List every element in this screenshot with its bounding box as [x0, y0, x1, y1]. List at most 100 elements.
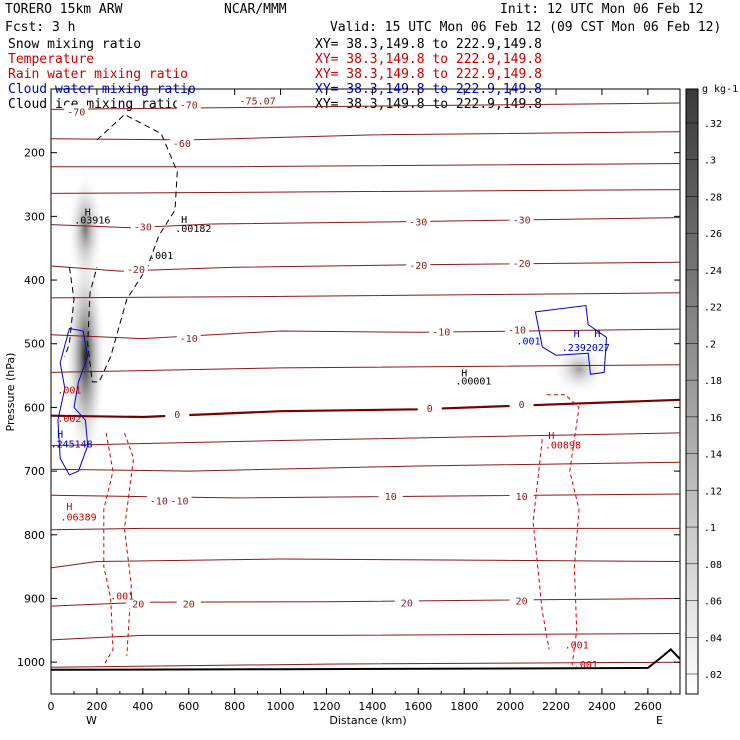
temperature-contours: [50, 102, 681, 668]
temperature-label-bg: [505, 323, 530, 335]
temperature-label-bg: [378, 489, 403, 501]
contour-annotation: .001: [110, 591, 134, 602]
temperature-label: 20: [401, 598, 413, 609]
temperature-label: 20: [516, 596, 528, 607]
x-tick-label: 0: [48, 700, 55, 713]
temperature-label: 20: [132, 600, 144, 611]
y-tick-label: 800: [24, 529, 45, 542]
temperature-label-bg: [165, 407, 190, 419]
y-tick-label: 600: [24, 401, 45, 414]
temperature-label-bg: [509, 213, 534, 225]
temperature-label: -20: [513, 259, 531, 270]
temperature-label: 10: [516, 492, 528, 503]
x-tick-label: 200: [86, 700, 107, 713]
contour-annotation: H: [57, 430, 63, 441]
temperature-label-bg: [176, 597, 201, 609]
y-tick-label: 500: [24, 338, 45, 351]
temperature-label: -10: [432, 328, 450, 339]
contour-annotation: .03916: [74, 216, 110, 227]
temperature-label-bg: [509, 594, 534, 606]
temperature-label: -10: [150, 496, 168, 507]
temperature-label-bg: [509, 398, 534, 410]
colorbar-tick-label: .3: [704, 156, 716, 167]
colorbar-tick-label: .28: [704, 192, 722, 203]
valid-time: Valid: 15 UTC Mon 06 Feb 12 (09 CST Mon …: [330, 20, 721, 35]
temperature-contour: [50, 633, 681, 641]
temperature-label-bg: [406, 258, 431, 270]
x-tick-label: 2200: [542, 700, 570, 713]
temperature-label-bg: [509, 489, 534, 501]
temperature-contour: [50, 364, 681, 373]
colorbar: g kg-1 .32 .3 .28 .26 .24 .22 .2 .18 .16 .14 .12 .1…: [685, 84, 738, 695]
terrain-line: [50, 648, 681, 671]
temperature-label: -70: [180, 100, 198, 111]
contour-annotation: H: [181, 215, 187, 226]
cloud-water-contour: [534, 304, 608, 375]
x-tick-label: 600: [178, 700, 199, 713]
temperature-label: -20: [127, 265, 145, 276]
contour-annotation: .001: [565, 640, 589, 651]
temperature-label: 0: [427, 404, 433, 415]
snow-shading: [64, 171, 607, 472]
x-axis-label: Distance (km): [329, 714, 406, 727]
temperature-label: 10: [385, 492, 397, 503]
temperature-label: 0: [174, 410, 180, 421]
colorbar-tick-label: .08: [704, 560, 722, 571]
temperature-label-bg: [130, 220, 155, 232]
temperature-label-bg: [167, 494, 192, 506]
rain-water-contour: [123, 432, 135, 656]
shade-snow-east: [551, 343, 607, 395]
temperature-contour: [50, 432, 681, 447]
temperature-contour: [50, 261, 681, 272]
contour-annotations: -70-70 -75.07-60-30 -30 -30-20 -20 -20-10-10-…: [51, 94, 610, 671]
colorbar-tick-label: .2: [704, 339, 716, 350]
temperature-label: -30: [134, 223, 152, 234]
east-label: E: [656, 714, 663, 727]
temperature-label: -20: [409, 261, 427, 272]
contour-annotation: H: [461, 368, 467, 379]
model-title: TORERO 15km ARW: [5, 2, 123, 17]
west-label: W: [86, 714, 97, 727]
colorbar-tick-label: .14: [704, 450, 722, 461]
temperature-label: -10: [171, 496, 189, 507]
colorbar-tick-label: .24: [704, 266, 722, 277]
x-tick-label: 1000: [267, 700, 295, 713]
field-name-snow: Snow mixing ratio: [8, 37, 141, 52]
y-axis-label: Pressure (hPa): [4, 353, 17, 432]
contour-annotation: .001: [149, 251, 173, 262]
temperature-contour: [50, 461, 681, 472]
contour-annotation: .001: [57, 386, 81, 397]
temperature-contour: [50, 558, 681, 569]
colorbar-tick-label: .32: [704, 119, 722, 130]
field-xy-rain: XY= 38.3,149.8 to 222.9,149.8: [315, 67, 542, 82]
y-tick-label: 1000: [17, 656, 45, 669]
colorbar-tick-label: .18: [704, 376, 722, 387]
temperature-contour: [50, 102, 681, 110]
contour-annotation: .00898: [545, 440, 581, 451]
colorbar-tick-label: .06: [704, 597, 722, 608]
contour-annotation: .001: [574, 660, 598, 671]
temperature-contour: [50, 493, 681, 499]
temperature-label-bg: [123, 263, 148, 275]
contour-annotation: .002: [57, 414, 81, 425]
colorbar-tick-label: .22: [704, 303, 722, 314]
y-tick-label: 200: [24, 147, 45, 160]
contour-annotation: H: [594, 329, 600, 340]
colorbar-tick-label: .26: [704, 229, 722, 240]
temperature-contour: [50, 328, 681, 340]
plot-frame: [50, 88, 681, 695]
colorbar-tick-label: .12: [704, 486, 722, 497]
x-tick-label: 1200: [312, 700, 340, 713]
temperature-label-bg: [417, 402, 442, 414]
rain-water-contour: [103, 432, 114, 666]
contour-annotation: .2392027: [562, 343, 610, 354]
contour-annotation: .001: [516, 337, 540, 348]
temperature-label: -60: [173, 139, 191, 150]
temperature-contour: [50, 292, 681, 299]
contour-annotation: H: [85, 207, 91, 218]
temperature-label-bg: [509, 256, 534, 268]
init-time: Init: 12 UTC Mon 06 Feb 12: [500, 2, 704, 17]
contour-annotation: H: [574, 329, 580, 340]
rain-water-contour: [546, 394, 580, 666]
